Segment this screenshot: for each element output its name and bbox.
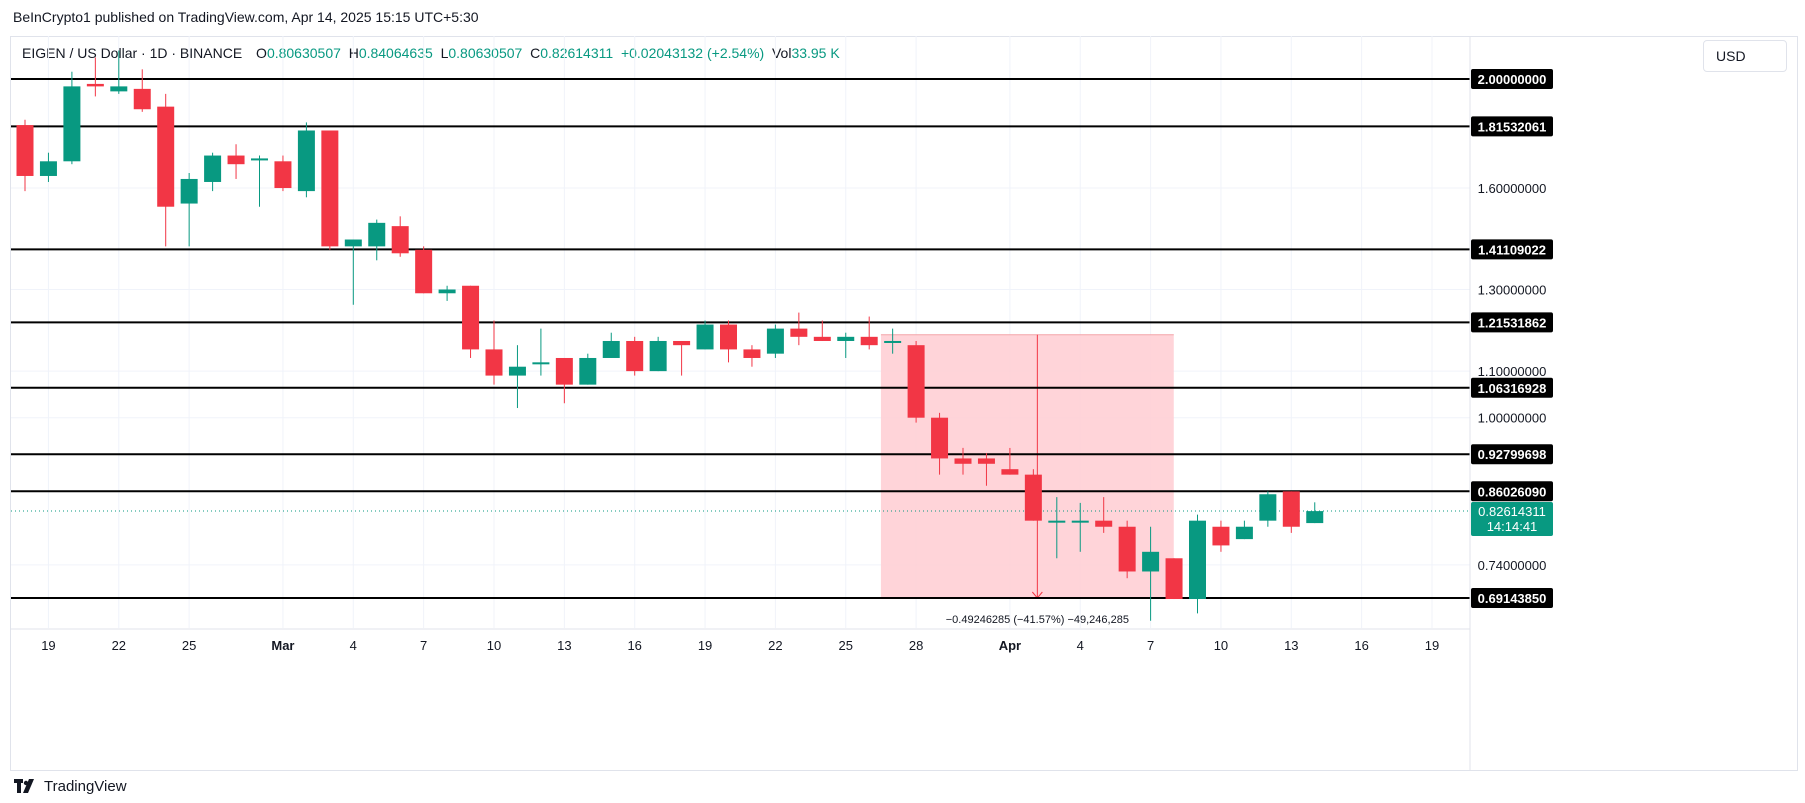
symbol-title[interactable]: EIGEN / US Dollar · 1D · BINANCE (22, 45, 243, 61)
high-value: 0.84064635 (358, 45, 433, 61)
close-label: C (530, 45, 541, 61)
volume-label: Vol (771, 45, 792, 61)
tradingview-brand[interactable]: TradingView (14, 775, 127, 797)
ohlc-legend: EIGEN / US Dollar · 1D · BINANCE O0.8063… (22, 45, 840, 61)
close-value: 0.82614311 (540, 45, 614, 61)
open-value: 0.80630507 (266, 45, 341, 61)
high-label: H (348, 45, 359, 61)
chart-frame (10, 36, 1798, 771)
tradingview-logo-icon (14, 779, 34, 793)
open-label: O (256, 45, 267, 61)
change-value: +0.02043132 (+2.54%) (620, 45, 765, 61)
volume-value: 33.95 K (791, 45, 840, 61)
currency-button[interactable]: USD (1703, 40, 1787, 72)
low-label: L (440, 45, 449, 61)
low-value: 0.80630507 (448, 45, 523, 61)
publisher-line: BeInCrypto1 published on TradingView.com… (13, 9, 479, 25)
brand-name: TradingView (44, 777, 127, 795)
